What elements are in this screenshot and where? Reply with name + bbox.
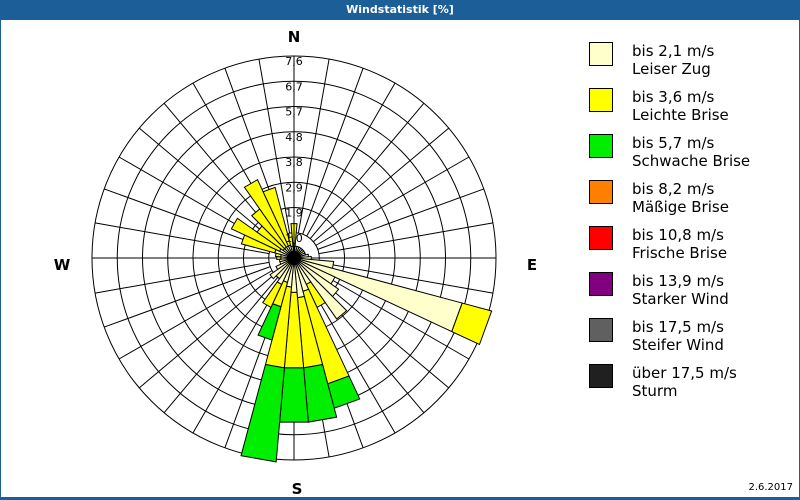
compass-w: W: [54, 256, 71, 274]
compass-e: E: [527, 256, 537, 274]
ring-label: 1,9: [285, 207, 303, 220]
sectors: [230, 179, 493, 463]
legend-label: über 17,5 m/s Sturm: [632, 364, 737, 400]
ring-label: 3,8: [285, 156, 303, 169]
ring-label: 2,9: [285, 181, 303, 194]
legend-swatch: [589, 272, 613, 296]
legend-label: bis 3,6 m/s Leichte Brise: [632, 88, 729, 124]
ring-label: 4,8: [285, 131, 303, 144]
ring-label: 1,0: [285, 232, 303, 245]
ring-label: 7,6: [285, 55, 303, 68]
legend-label: bis 13,9 m/s Starker Wind: [632, 272, 729, 308]
legend-swatch: [589, 180, 613, 204]
chart-panel: 1,0 1,9 2,9 3,8 4,8 5,7 6,7 7,6 N E S W bis 2,1 m/s…: [1, 20, 799, 497]
ring-label: 6,7: [285, 80, 303, 93]
wind-rose-chart: 1,0 1,9 2,9 3,8 4,8 5,7 6,7 7,6 N E S W: [54, 28, 537, 497]
legend-label: bis 5,7 m/s Schwache Brise: [632, 134, 751, 170]
legend-label: bis 2,1 m/s Leiser Zug: [632, 42, 715, 78]
ring-label: 5,7: [285, 106, 303, 119]
legend-swatch: [589, 226, 613, 250]
chart-title: Windstatistik [%]: [0, 0, 800, 20]
compass-n: N: [288, 28, 301, 46]
legend-swatch: [589, 42, 613, 66]
legend-label: bis 10,8 m/s Frische Brise: [632, 226, 728, 262]
legend-swatch: [589, 364, 613, 388]
legend-swatch: [589, 318, 613, 342]
legend-label: bis 8,2 m/s Mäßige Brise: [632, 180, 729, 216]
legend-swatch: [589, 134, 613, 158]
legend-swatch: [589, 88, 613, 112]
legend-label: bis 17,5 m/s Steifer Wind: [632, 318, 724, 354]
compass-s: S: [292, 480, 303, 497]
date-label: 2.6.2017: [748, 482, 793, 493]
